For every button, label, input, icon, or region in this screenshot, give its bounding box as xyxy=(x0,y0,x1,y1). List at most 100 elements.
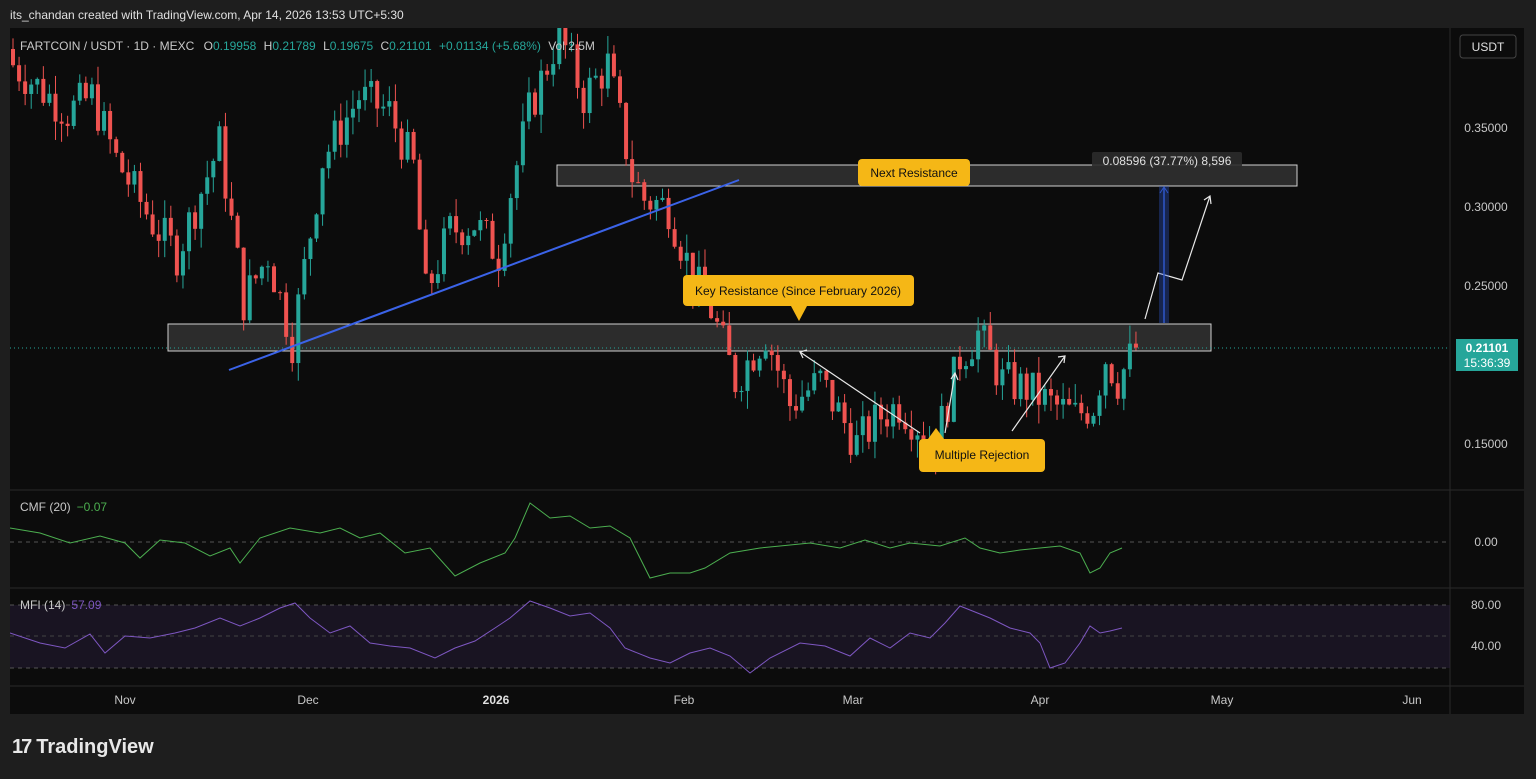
candle-body xyxy=(1036,372,1041,405)
next-resistance-text: Next Resistance xyxy=(870,166,958,180)
candle-body xyxy=(1018,373,1023,400)
chart-credit: its_chandan created with TradingView.com… xyxy=(10,8,404,22)
candle-body xyxy=(1024,373,1029,400)
price-tick: 0.15000 xyxy=(1464,437,1508,451)
candle-body xyxy=(824,370,829,380)
candle-body xyxy=(356,100,361,109)
time-label: Mar xyxy=(843,693,864,707)
candle-body xyxy=(1121,369,1126,399)
candle-body xyxy=(417,159,422,230)
candle-body xyxy=(593,75,598,78)
tradingview-logo[interactable]: 17 TradingView xyxy=(12,736,154,759)
candle-body xyxy=(1048,389,1053,396)
current-price-value: 0.21101 xyxy=(1466,341,1509,355)
candle-body xyxy=(769,350,774,356)
candle-body xyxy=(59,121,64,124)
ascending-trendline[interactable] xyxy=(228,179,740,371)
candle-body xyxy=(551,64,556,75)
candle-body xyxy=(666,197,671,230)
candle-body xyxy=(363,86,368,101)
candle-body xyxy=(247,275,252,321)
next-resistance-callout[interactable]: Next Resistance xyxy=(858,159,970,186)
candle-body xyxy=(775,355,780,371)
candle-body xyxy=(411,131,416,160)
candle-body xyxy=(71,100,76,126)
candle-body xyxy=(618,76,622,103)
candle-body xyxy=(423,229,428,274)
multiple-rejection-text: Multiple Rejection xyxy=(935,448,1030,462)
candle-body xyxy=(690,252,695,293)
candle-body xyxy=(885,419,890,427)
candle-body xyxy=(326,151,331,169)
candle-body xyxy=(241,247,246,321)
candle-body xyxy=(1109,364,1114,384)
candle-body xyxy=(739,390,744,393)
candle-body xyxy=(180,251,185,276)
candle-body xyxy=(836,402,841,412)
candle-body xyxy=(1055,395,1060,405)
candle-body xyxy=(872,404,877,442)
candle-body xyxy=(95,84,100,131)
candle-body xyxy=(126,172,131,185)
candle-body xyxy=(709,296,714,319)
candle-body xyxy=(1091,415,1096,424)
candle-body xyxy=(11,49,15,66)
candle-body xyxy=(502,243,507,271)
candle-body xyxy=(569,44,574,46)
candle-body xyxy=(472,230,477,236)
candle-body xyxy=(162,217,167,241)
candle-body xyxy=(120,152,125,173)
candle-body xyxy=(630,159,635,183)
candle-body xyxy=(818,370,823,374)
candle-body xyxy=(29,84,34,94)
candle-body xyxy=(272,266,277,293)
candle-body xyxy=(1127,343,1132,370)
candle-body xyxy=(253,275,258,279)
candle-body xyxy=(284,292,289,337)
ohlc-legend: FARTCOIN / USDT · 1D · MEXC O0.19958 H0.… xyxy=(20,39,595,53)
multiple-rejection-callout[interactable]: Multiple Rejection xyxy=(919,428,1045,472)
candle-body xyxy=(806,390,811,397)
candle-body xyxy=(1000,369,1005,386)
candle-body xyxy=(338,120,343,145)
candle-body xyxy=(794,406,799,411)
key-resistance-zone[interactable] xyxy=(167,323,1212,352)
candle-body xyxy=(994,349,999,386)
candle-body xyxy=(278,292,283,294)
time-label: Feb xyxy=(674,693,695,707)
candle-body xyxy=(1006,362,1011,370)
candle-body xyxy=(575,44,580,88)
candle-body xyxy=(587,77,592,114)
candle-body xyxy=(193,212,198,229)
svg-text:USDT: USDT xyxy=(1472,40,1505,54)
currency-button[interactable]: USDT xyxy=(1459,34,1517,59)
chart-canvas[interactable]: 0.08596 (37.77%) 8,596 Next Resistance K… xyxy=(10,28,1524,714)
candle-body xyxy=(381,106,386,109)
candle-body xyxy=(332,120,337,152)
candle-body xyxy=(41,78,46,103)
candle-body xyxy=(654,199,659,210)
candle-body xyxy=(557,28,562,65)
candle-body xyxy=(229,198,234,216)
candle-body xyxy=(545,70,550,75)
candle-body xyxy=(205,177,210,194)
candle-body xyxy=(168,217,173,236)
candle-body xyxy=(897,404,902,423)
chart-area[interactable]: 0.08596 (37.77%) 8,596 Next Resistance K… xyxy=(10,28,1524,714)
candle-body xyxy=(156,234,161,241)
candle-body xyxy=(296,294,301,364)
candle-body xyxy=(308,238,313,260)
candle-body xyxy=(1042,389,1047,405)
candle-body xyxy=(672,229,677,247)
candle-body xyxy=(1067,398,1072,405)
candle-body xyxy=(138,171,143,202)
candle-body xyxy=(957,356,962,370)
change-value: +0.01134 (+5.68%) xyxy=(439,39,541,53)
candle-body xyxy=(1079,402,1084,414)
candle-body xyxy=(787,379,792,407)
candle-body xyxy=(53,93,58,122)
key-resistance-callout[interactable]: Key Resistance (Since February 2026) xyxy=(683,275,914,321)
cmf-zero-tick: 0.00 xyxy=(1474,535,1498,549)
time-label: Jun xyxy=(1402,693,1421,707)
candle-body xyxy=(721,321,726,326)
